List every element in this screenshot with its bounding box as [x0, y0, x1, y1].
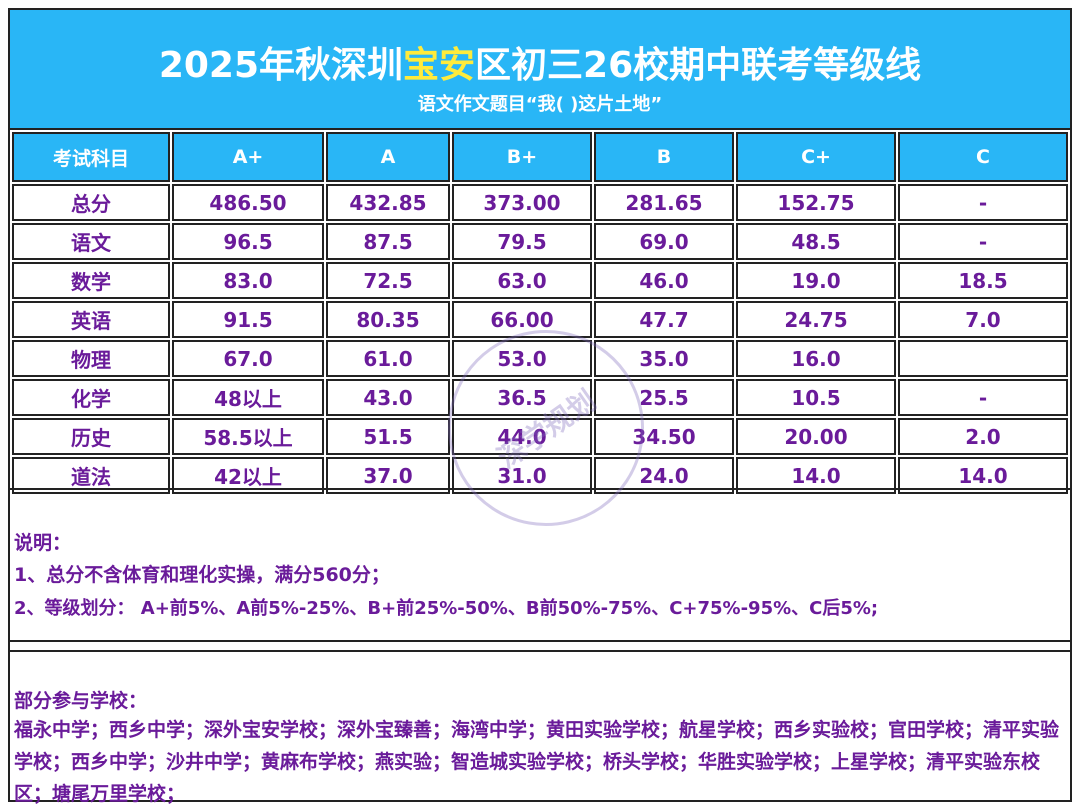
cell-value: 36.5 — [452, 379, 592, 416]
cell-value: 43.0 — [326, 379, 450, 416]
cell-value: 63.0 — [452, 262, 592, 299]
cell-value: 31.0 — [452, 457, 592, 494]
cell-value: 35.0 — [594, 340, 734, 377]
title-prefix: 2025年秋深圳 — [158, 45, 404, 86]
cell-value: 16.0 — [736, 340, 896, 377]
table-row: 数学 83.0 72.5 63.0 46.0 19.0 18.5 — [12, 262, 1068, 299]
cell-value: 2.0 — [898, 418, 1068, 455]
cell-value: 83.0 — [172, 262, 324, 299]
cell-value: 47.7 — [594, 301, 734, 338]
cell-value: 373.00 — [452, 184, 592, 221]
table-row: 化学 48以上 43.0 36.5 25.5 10.5 - — [12, 379, 1068, 416]
table-header-row: 考试科目 A+ A B+ B C+ C — [12, 132, 1068, 182]
cell-value: 80.35 — [326, 301, 450, 338]
cell-value: 72.5 — [326, 262, 450, 299]
table-row: 道法 42以上 37.0 31.0 24.0 14.0 14.0 — [12, 457, 1068, 494]
cell-value: 486.50 — [172, 184, 324, 221]
title-suffix: 区初三26校期中联考等级线 — [475, 45, 922, 86]
title-banner: 2025年秋深圳宝安区初三26校期中联考等级线 语文作文题目“我( )这片土地” — [10, 10, 1070, 130]
cell-value: 48以上 — [172, 379, 324, 416]
cell-subject: 道法 — [12, 457, 170, 494]
cell-subject: 数学 — [12, 262, 170, 299]
cell-value: - — [898, 223, 1068, 260]
cell-value: 14.0 — [736, 457, 896, 494]
cell-value: 14.0 — [898, 457, 1068, 494]
schools-list: 福永中学；西乡中学；深外宝安学校；深外宝臻善；海湾中学；黄田实验学校；航星学校；… — [14, 719, 1060, 805]
cell-value: 58.5以上 — [172, 418, 324, 455]
cell-value: 10.5 — [736, 379, 896, 416]
cell-value: 20.00 — [736, 418, 896, 455]
cell-value: 42以上 — [172, 457, 324, 494]
grade-sheet: 2025年秋深圳宝安区初三26校期中联考等级线 语文作文题目“我( )这片土地”… — [8, 8, 1072, 805]
cell-subject: 语文 — [12, 223, 170, 260]
grade-table: 考试科目 A+ A B+ B C+ C 总分 486.50 432.85 373… — [10, 130, 1070, 496]
table-row: 总分 486.50 432.85 373.00 281.65 152.75 - — [12, 184, 1068, 221]
cell-value: - — [898, 379, 1068, 416]
table-row: 语文 96.5 87.5 79.5 69.0 48.5 - — [12, 223, 1068, 260]
cell-value: 34.50 — [594, 418, 734, 455]
cell-subject: 物理 — [12, 340, 170, 377]
cell-value: 79.5 — [452, 223, 592, 260]
notes-section: 说明： 1、总分不含体育和理化实操，满分560分； 2、等级划分： A+前5%、… — [10, 488, 1070, 642]
cell-value: 69.0 — [594, 223, 734, 260]
cell-value: 48.5 — [736, 223, 896, 260]
cell-value: 152.75 — [736, 184, 896, 221]
cell-value: 96.5 — [172, 223, 324, 260]
cell-value: 51.5 — [326, 418, 450, 455]
table-row: 英语 91.5 80.35 66.00 47.7 24.75 7.0 — [12, 301, 1068, 338]
cell-value: - — [898, 184, 1068, 221]
cell-value: 18.5 — [898, 262, 1068, 299]
cell-value: 7.0 — [898, 301, 1068, 338]
cell-value — [898, 340, 1068, 377]
schools-section: 部分参与学校： 福永中学；西乡中学；深外宝安学校；深外宝臻善；海湾中学；黄田实验… — [10, 650, 1070, 805]
cell-value: 66.00 — [452, 301, 592, 338]
table-row: 历史 58.5以上 51.5 44.0 34.50 20.00 2.0 — [12, 418, 1068, 455]
cell-value: 281.65 — [594, 184, 734, 221]
cell-value: 19.0 — [736, 262, 896, 299]
cell-value: 61.0 — [326, 340, 450, 377]
header-c: C — [898, 132, 1068, 182]
header-b-plus: B+ — [452, 132, 592, 182]
cell-value: 67.0 — [172, 340, 324, 377]
title-highlight: 宝安 — [403, 45, 476, 86]
header-a: A — [326, 132, 450, 182]
page-title: 2025年秋深圳宝安区初三26校期中联考等级线 — [10, 36, 1070, 88]
cell-value: 432.85 — [326, 184, 450, 221]
cell-value: 44.0 — [452, 418, 592, 455]
table-row: 物理 67.0 61.0 53.0 35.0 16.0 — [12, 340, 1068, 377]
cell-value: 24.75 — [736, 301, 896, 338]
cell-subject: 化学 — [12, 379, 170, 416]
header-c-plus: C+ — [736, 132, 896, 182]
header-subject: 考试科目 — [12, 132, 170, 182]
notes-line-1: 1、总分不含体育和理化实操，满分560分； — [14, 564, 390, 586]
header-a-plus: A+ — [172, 132, 324, 182]
cell-value: 25.5 — [594, 379, 734, 416]
cell-value: 24.0 — [594, 457, 734, 494]
schools-heading: 部分参与学校： — [14, 690, 148, 712]
cell-value: 46.0 — [594, 262, 734, 299]
cell-value: 37.0 — [326, 457, 450, 494]
cell-value: 53.0 — [452, 340, 592, 377]
cell-subject: 英语 — [12, 301, 170, 338]
cell-value: 91.5 — [172, 301, 324, 338]
notes-heading: 说明： — [14, 532, 72, 554]
page-subtitle: 语文作文题目“我( )这片土地” — [417, 94, 663, 115]
cell-subject: 总分 — [12, 184, 170, 221]
cell-value: 87.5 — [326, 223, 450, 260]
header-b: B — [594, 132, 734, 182]
cell-subject: 历史 — [12, 418, 170, 455]
notes-line-2: 2、等级划分： A+前5%、A前5%-25%、B+前25%-50%、B前50%-… — [14, 598, 879, 619]
